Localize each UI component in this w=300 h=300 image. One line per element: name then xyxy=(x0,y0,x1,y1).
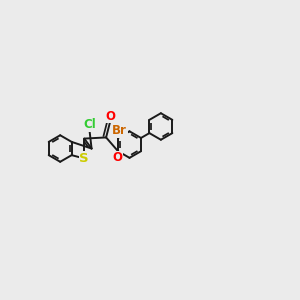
Text: O: O xyxy=(112,151,122,164)
Text: S: S xyxy=(80,152,89,165)
Text: Br: Br xyxy=(112,124,127,137)
Text: O: O xyxy=(105,110,115,123)
Text: Cl: Cl xyxy=(83,118,96,131)
